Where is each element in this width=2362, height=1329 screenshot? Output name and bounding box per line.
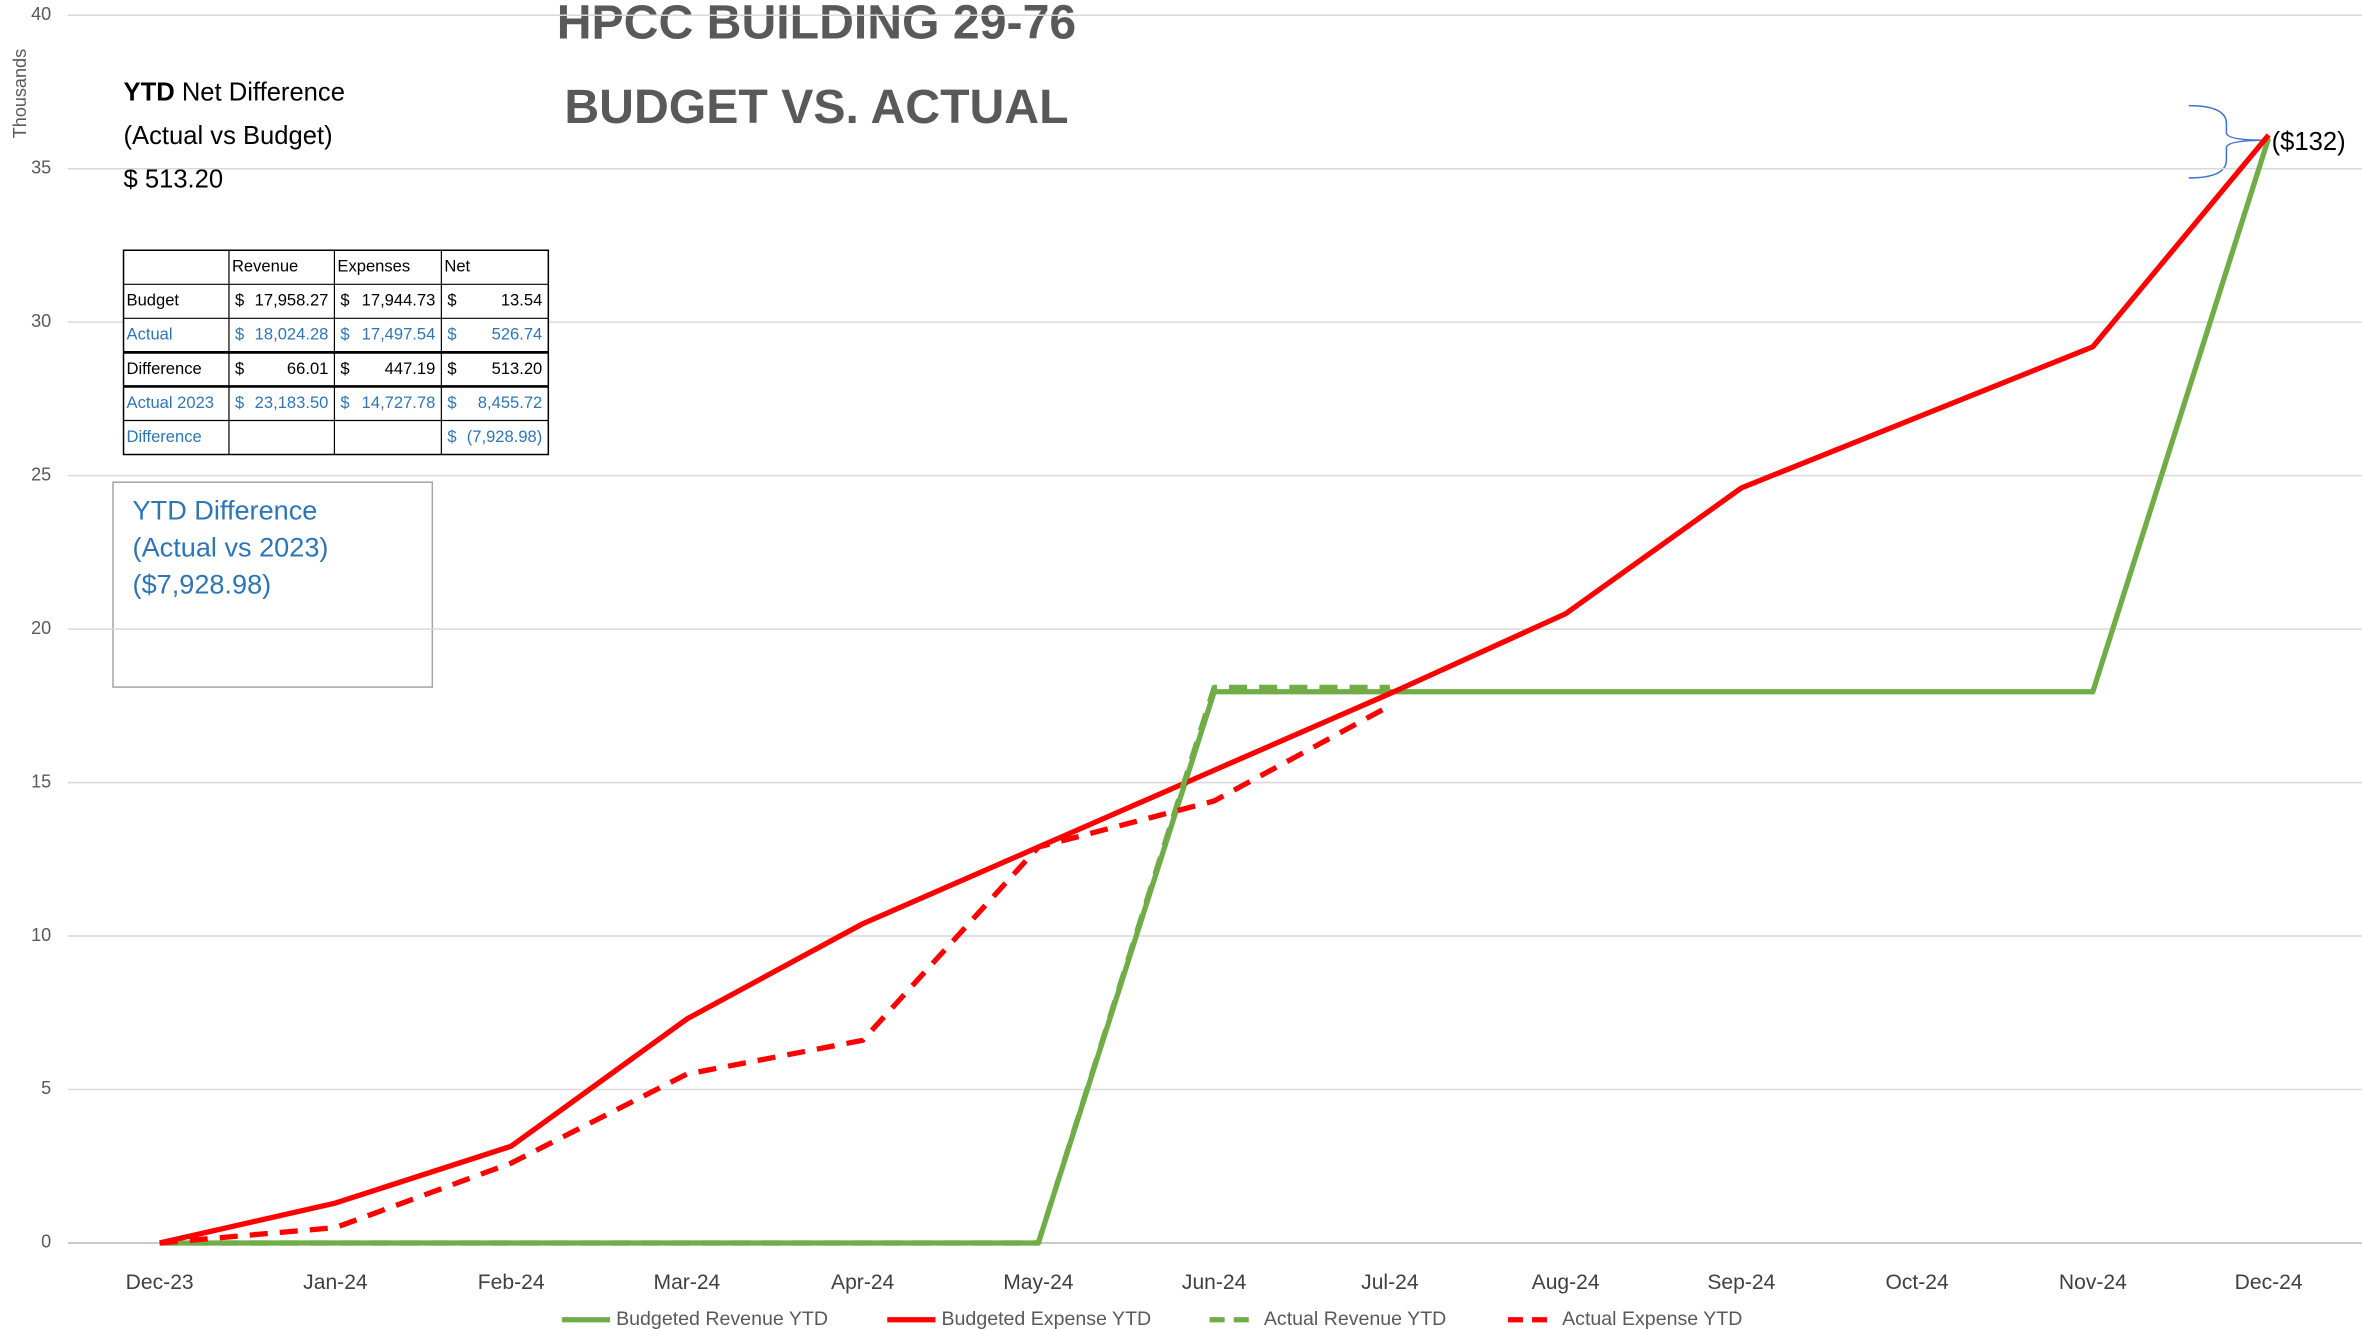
table-cell: $ [447,291,456,310]
y-tick-label: 0 [41,1232,51,1252]
x-tick-label: Nov-24 [2059,1271,2127,1294]
series-line [159,684,1390,1246]
table-cell: 513.20 [492,359,543,378]
legend-label: Actual Revenue YTD [1264,1308,1446,1329]
table-cell: 17,958.27 [255,291,329,310]
legend-label: Budgeted Revenue YTD [616,1308,828,1329]
x-tick-label: Dec-23 [126,1271,194,1294]
x-tick-label: Feb-24 [478,1271,545,1294]
legend-label: Budgeted Expense YTD [941,1308,1151,1329]
table-cell: $ [235,359,244,378]
table-cell: $ [235,393,244,412]
net-note-title: Net Difference [182,78,345,106]
table-cell: 526.74 [492,325,543,344]
series-line [159,703,1392,1246]
table-cell: $ [340,325,349,344]
table-cell: $ [447,359,456,378]
x-tick-label: Mar-24 [654,1271,721,1294]
table-cell: Actual 2023 [127,393,214,412]
x-tick-label: Sep-24 [1707,1271,1775,1294]
y-tick-label: 10 [31,925,51,945]
x-tick-label: Aug-24 [1532,1271,1600,1294]
table-cell: $ [447,325,456,344]
table-cell: $ [340,393,349,412]
table-cell: $ [340,359,349,378]
table-cell: $ [340,291,349,310]
y-tick-label: 30 [31,311,51,331]
x-tick-label: Jan-24 [303,1271,368,1294]
table-cell: 14,727.78 [362,393,436,412]
chart-title: BUDGET VS. ACTUAL [564,80,1068,134]
table-cell: 18,024.28 [255,325,329,344]
table-cell: 13.54 [501,291,542,310]
table-cell: Budget [127,291,180,310]
x-tick-label: Jun-24 [1182,1271,1247,1294]
table-cell: $ [235,291,244,310]
y-axis-label: Thousands [10,49,30,138]
x-tick-label: Apr-24 [831,1271,895,1294]
table-cell: 17,944.73 [362,291,436,310]
table-cell: Difference [127,427,202,446]
y-tick-label: 5 [41,1078,51,1098]
brace [2188,104,2268,179]
table-cell: 23,183.50 [255,393,329,412]
x-tick-label: Dec-24 [2235,1271,2303,1294]
y-tick-label: 40 [31,4,51,24]
net-note-subtitle: (Actual vs Budget) [124,122,333,150]
x-tick-label: May-24 [1003,1271,1074,1294]
table-header: Revenue [232,257,298,276]
series-line [159,133,2271,1246]
legend-label: Actual Expense YTD [1562,1308,1742,1329]
chart-title: HPCC BUILDING 29-76 [557,0,1076,50]
net-note-bold: YTD [124,78,175,106]
table-cell: $ [235,325,244,344]
net-note: YTD Net Difference [124,78,345,106]
diff-box-line: YTD Difference [133,495,318,526]
table-cell: $ [447,393,456,412]
table-cell: 447.19 [385,359,436,378]
y-tick-label: 20 [31,618,51,638]
table-cell: (7,928.98) [467,427,543,446]
end-label: ($132) [2272,128,2346,156]
y-tick-label: 25 [31,464,51,484]
table-cell: Actual [127,325,173,344]
table-cell: 17,497.54 [362,325,436,344]
net-note-value: $ 513.20 [124,166,224,194]
x-tick-label: Oct-24 [1885,1271,1949,1294]
table-cell: 66.01 [287,359,328,378]
table-cell: 8,455.72 [478,393,542,412]
diff-box [112,481,434,688]
table-cell: $ [447,427,456,446]
diff-box-line: ($7,928.98) [133,568,272,599]
y-tick-label: 35 [31,157,51,177]
summary-table: Revenue Expenses Net Budget $17,958.27 $17,94… [122,249,550,456]
table-header: Net [444,257,470,276]
diff-box-line: (Actual vs 2023) [133,531,329,562]
x-tick-label: Jul-24 [1361,1271,1419,1294]
y-tick-label: 15 [31,771,51,791]
table-cell: Difference [127,359,202,378]
table-header: Expenses [337,257,410,276]
